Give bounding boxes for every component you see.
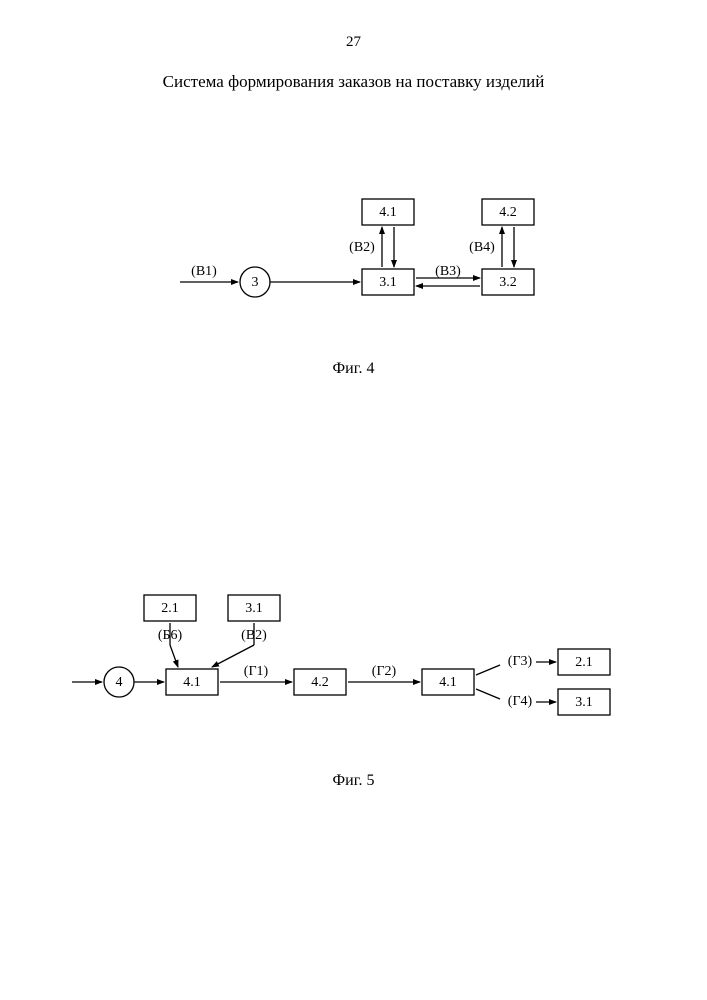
node-31: 3.1: [362, 269, 414, 295]
edge-g3-stub: [476, 665, 500, 675]
svg-text:3.2: 3.2: [499, 275, 517, 290]
label-b6: (Б6): [158, 628, 183, 643]
label-b4: (В4): [469, 240, 495, 255]
svg-text:4.1: 4.1: [439, 675, 457, 690]
label-b2: (В2): [349, 240, 375, 255]
label-g4: (Г4): [508, 694, 533, 709]
edge-b6: [170, 645, 178, 667]
node-41-main: 4.1: [166, 669, 218, 695]
node-42-main: 4.2: [294, 669, 346, 695]
node-41: 4.1: [362, 199, 414, 225]
node-42: 4.2: [482, 199, 534, 225]
fig5-diagram: 4 4.1 4.2 4.1 2.1 3.1 2.1 3.1: [0, 570, 707, 730]
node-31-right: 3.1: [558, 689, 610, 715]
fig5-caption: Фиг. 5: [0, 772, 707, 790]
svg-text:3.1: 3.1: [379, 275, 397, 290]
node-41b: 4.1: [422, 669, 474, 695]
label-g2: (Г2): [372, 664, 397, 679]
node-3: 3: [240, 267, 270, 297]
svg-text:3: 3: [252, 275, 259, 290]
fig4-diagram: 3 3.1 3.2 4.1 4.2 (В1) (В2) (В3) (В4): [0, 190, 707, 320]
svg-text:4.1: 4.1: [183, 675, 201, 690]
node-32: 3.2: [482, 269, 534, 295]
svg-text:3.1: 3.1: [245, 601, 263, 616]
node-21-right: 2.1: [558, 649, 610, 675]
label-g1: (Г1): [244, 664, 269, 679]
edge-g4-stub: [476, 689, 500, 699]
node-31-top: 3.1: [228, 595, 280, 621]
document-title: Система формирования заказов на поставку…: [0, 72, 707, 92]
page-number: 27: [0, 34, 707, 51]
node-4: 4: [104, 667, 134, 697]
svg-text:2.1: 2.1: [575, 655, 593, 670]
svg-text:3.1: 3.1: [575, 695, 593, 710]
label-b3: (В3): [435, 264, 461, 279]
svg-text:4: 4: [116, 675, 123, 690]
svg-text:4.1: 4.1: [379, 205, 397, 220]
node-21-top: 2.1: [144, 595, 196, 621]
svg-text:4.2: 4.2: [499, 205, 517, 220]
fig4-caption: Фиг. 4: [0, 360, 707, 378]
label-b2: (В2): [241, 628, 267, 643]
svg-text:4.2: 4.2: [311, 675, 329, 690]
svg-text:2.1: 2.1: [161, 601, 179, 616]
label-b1: (В1): [191, 264, 217, 279]
label-g3: (Г3): [508, 654, 533, 669]
page: 27 Система формирования заказов на поста…: [0, 0, 707, 1000]
